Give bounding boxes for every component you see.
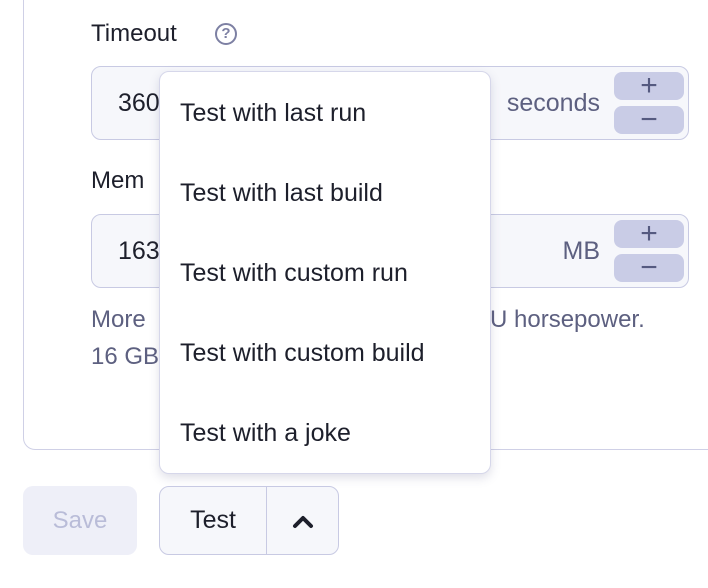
- test-menu-toggle[interactable]: [267, 487, 338, 554]
- memory-value: 163: [118, 237, 160, 265]
- menu-item-custom-run[interactable]: Test with custom run: [180, 259, 408, 287]
- chevron-up-icon: [292, 515, 313, 528]
- test-options-menu: Test with last run Test with last build …: [159, 71, 491, 474]
- timeout-increment-button[interactable]: +: [614, 71, 684, 101]
- memory-decrement-button[interactable]: −: [614, 253, 684, 283]
- memory-increment-button[interactable]: +: [614, 219, 684, 249]
- menu-item-last-run[interactable]: Test with last run: [180, 99, 367, 127]
- menu-item-custom-build[interactable]: Test with custom build: [180, 339, 425, 367]
- memory-hint-line2: 16 GB: [91, 343, 160, 370]
- memory-hint: More: [91, 306, 146, 333]
- question-circle-icon[interactable]: ?: [215, 23, 237, 45]
- menu-item-joke[interactable]: Test with a joke: [180, 419, 351, 447]
- timeout-decrement-button[interactable]: −: [614, 105, 684, 135]
- timeout-value: 360: [118, 89, 160, 117]
- memory-unit: MB: [562, 237, 601, 265]
- timeout-label: Timeout: [91, 20, 177, 47]
- test-button[interactable]: Test: [160, 487, 267, 554]
- test-split-button: Test: [159, 486, 339, 555]
- menu-item-last-build[interactable]: Test with last build: [180, 179, 383, 207]
- timeout-unit: seconds: [506, 89, 600, 117]
- memory-label: Mem: [91, 167, 145, 194]
- memory-hint-end: U horsepower.: [490, 306, 645, 333]
- save-button[interactable]: Save: [23, 486, 137, 555]
